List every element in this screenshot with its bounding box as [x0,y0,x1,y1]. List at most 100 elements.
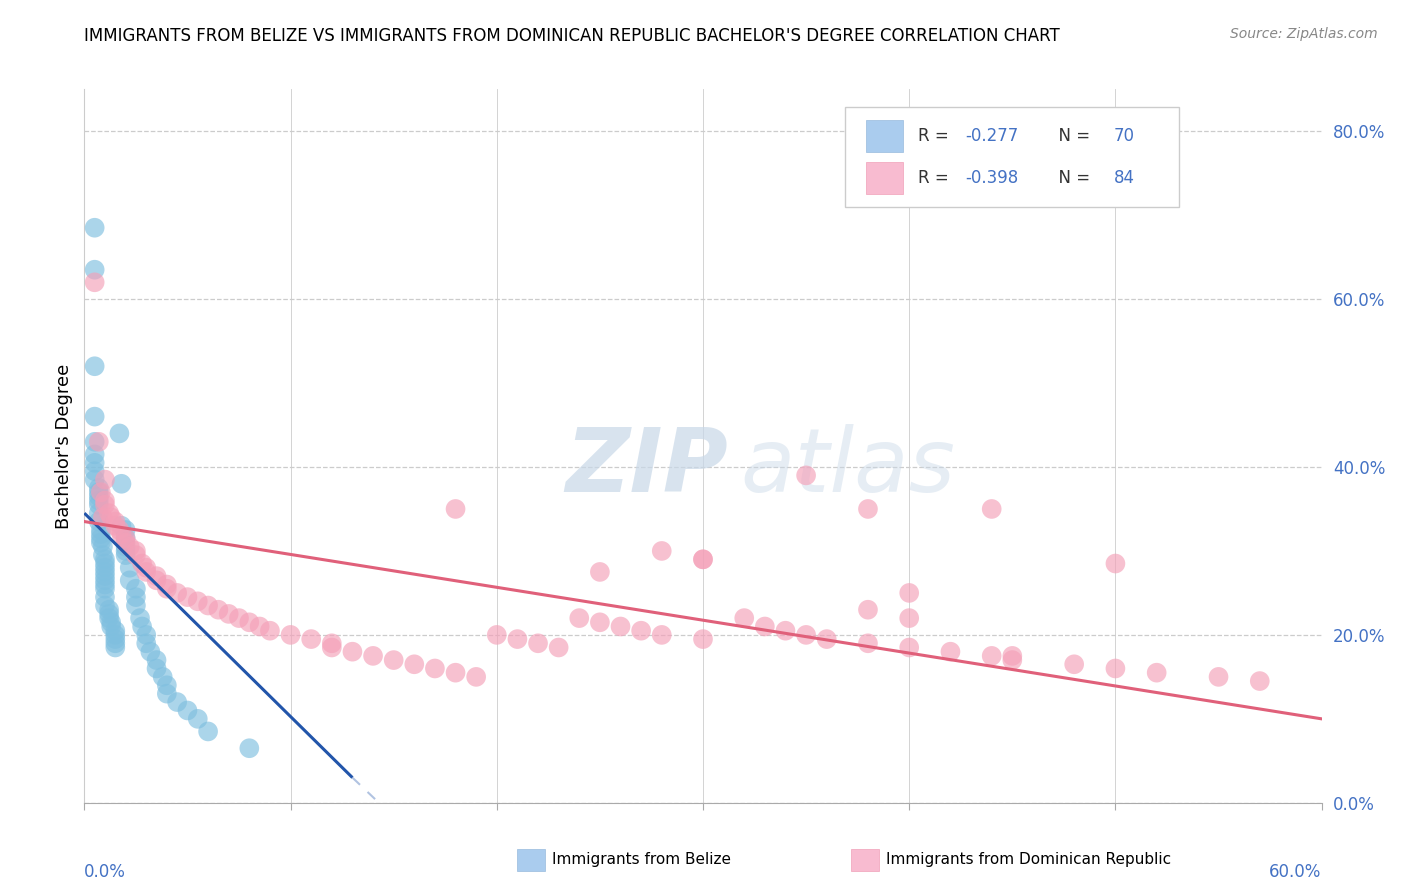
Point [156,687,179,701]
Point [856,502,879,516]
Point [589,615,612,630]
Point [90,485,112,500]
Point [898,586,921,600]
Point [187,712,209,726]
Point [382,653,405,667]
Point [83,464,105,478]
FancyBboxPatch shape [866,162,904,194]
Point [129,611,152,625]
Point [187,594,209,608]
Point [83,447,105,461]
FancyBboxPatch shape [866,120,904,152]
Point [94,498,117,512]
Point [135,628,157,642]
Point [114,544,136,558]
Point [1146,665,1168,680]
Text: IMMIGRANTS FROM BELIZE VS IMMIGRANTS FROM DOMINICAN REPUBLIC BACHELOR'S DEGREE C: IMMIGRANTS FROM BELIZE VS IMMIGRANTS FRO… [84,27,1060,45]
Point [91,548,114,562]
Point [485,628,508,642]
Point [94,590,117,604]
Point [609,619,631,633]
Point [156,577,179,591]
Point [90,532,112,546]
Point [692,552,714,566]
Point [108,523,131,537]
Point [83,262,105,277]
Text: N =: N = [1049,127,1095,145]
Y-axis label: Bachelor's Degree: Bachelor's Degree [55,363,73,529]
Point [83,473,105,487]
Point [94,574,117,588]
Text: -0.277: -0.277 [966,127,1018,145]
Point [98,603,121,617]
Point [1063,657,1085,672]
Point [898,611,921,625]
Point [94,577,117,591]
Point [83,275,105,289]
Point [100,619,122,633]
Text: 70: 70 [1114,127,1135,145]
Point [114,535,136,549]
Point [104,624,127,638]
Point [465,670,488,684]
Point [145,569,167,583]
Point [1208,670,1230,684]
Text: N =: N = [1049,169,1095,187]
Point [114,548,136,562]
Point [100,510,122,524]
Point [131,557,153,571]
Point [238,615,260,630]
Point [87,434,110,449]
Point [651,628,673,642]
Point [118,540,141,554]
Point [249,619,271,633]
Text: 0.0%: 0.0% [84,863,127,881]
Point [90,527,112,541]
Point [444,665,467,680]
Point [321,640,343,655]
Point [87,493,110,508]
Point [856,603,879,617]
Point [98,607,121,621]
Point [238,741,260,756]
Point [342,645,364,659]
Point [135,565,157,579]
Point [176,703,198,717]
Point [100,615,122,630]
Point [87,481,110,495]
Point [166,586,188,600]
Point [980,648,1002,663]
Point [125,590,148,604]
Point [90,535,112,549]
Point [651,544,673,558]
Point [110,518,132,533]
Point [754,619,776,633]
Text: Source: ZipAtlas.com: Source: ZipAtlas.com [1230,27,1378,41]
Point [94,565,117,579]
Point [1001,653,1024,667]
Point [506,632,529,646]
Point [94,582,117,596]
Point [135,560,157,574]
Point [83,434,105,449]
Point [692,632,714,646]
Point [145,661,167,675]
Point [94,552,117,566]
Point [423,661,446,675]
Point [104,640,127,655]
Point [104,632,127,646]
Point [547,640,569,655]
Point [259,624,281,638]
Point [94,493,117,508]
Point [87,489,110,503]
Point [94,560,117,574]
Point [94,473,117,487]
Point [87,485,110,500]
Point [218,607,240,621]
Point [152,670,174,684]
Point [104,636,127,650]
Point [733,611,755,625]
Point [197,599,219,613]
Point [207,603,229,617]
Point [104,518,127,533]
